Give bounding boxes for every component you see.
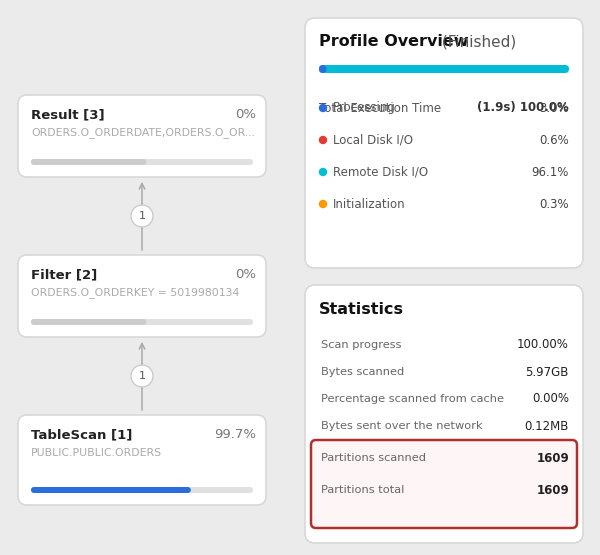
Text: (1.9s) 100.0%: (1.9s) 100.0%	[477, 102, 569, 114]
Text: 0%: 0%	[235, 269, 256, 281]
Text: 1: 1	[139, 371, 146, 381]
Text: Scan progress: Scan progress	[321, 340, 401, 350]
FancyBboxPatch shape	[31, 159, 146, 165]
Text: Bytes sent over the network: Bytes sent over the network	[321, 421, 482, 431]
Text: Profile Overview: Profile Overview	[319, 34, 469, 49]
FancyBboxPatch shape	[305, 18, 583, 268]
Text: Filter [2]: Filter [2]	[31, 269, 97, 281]
Text: 1: 1	[139, 211, 146, 221]
Text: 0.00%: 0.00%	[532, 392, 569, 406]
FancyBboxPatch shape	[319, 65, 326, 73]
Circle shape	[131, 205, 153, 227]
Text: 0.12MB: 0.12MB	[524, 420, 569, 432]
Text: 100.00%: 100.00%	[517, 339, 569, 351]
FancyBboxPatch shape	[31, 159, 253, 165]
FancyBboxPatch shape	[305, 285, 583, 543]
Text: ORDERS.O_ORDERKEY = 5019980134: ORDERS.O_ORDERKEY = 5019980134	[31, 287, 239, 299]
FancyBboxPatch shape	[319, 65, 569, 73]
FancyBboxPatch shape	[18, 255, 266, 337]
Text: 5.97GB: 5.97GB	[526, 366, 569, 379]
Text: (Finished): (Finished)	[437, 34, 516, 49]
Circle shape	[320, 137, 326, 144]
Text: Total Execution Time: Total Execution Time	[319, 102, 441, 114]
Circle shape	[131, 365, 153, 387]
Text: 0.3%: 0.3%	[539, 198, 569, 210]
Circle shape	[320, 200, 326, 208]
Text: Partitions total: Partitions total	[321, 485, 404, 495]
FancyBboxPatch shape	[18, 415, 266, 505]
Text: Local Disk I/O: Local Disk I/O	[333, 134, 413, 147]
Circle shape	[320, 169, 326, 175]
Text: TableScan [1]: TableScan [1]	[31, 428, 133, 441]
FancyBboxPatch shape	[31, 319, 146, 325]
Text: Processing: Processing	[333, 102, 396, 114]
Text: Percentage scanned from cache: Percentage scanned from cache	[321, 394, 504, 404]
Text: 3.0%: 3.0%	[539, 102, 569, 114]
Text: 96.1%: 96.1%	[532, 165, 569, 179]
FancyBboxPatch shape	[311, 440, 577, 528]
Text: Partitions scanned: Partitions scanned	[321, 453, 426, 463]
Text: Remote Disk I/O: Remote Disk I/O	[333, 165, 428, 179]
FancyBboxPatch shape	[31, 319, 253, 325]
Text: Result [3]: Result [3]	[31, 108, 104, 122]
Text: Initialization: Initialization	[333, 198, 406, 210]
FancyBboxPatch shape	[18, 95, 266, 177]
Text: Bytes scanned: Bytes scanned	[321, 367, 404, 377]
Text: Statistics: Statistics	[319, 302, 404, 317]
FancyBboxPatch shape	[31, 487, 191, 493]
Text: 0%: 0%	[235, 108, 256, 122]
Text: ORDERS.O_ORDERDATE,ORDERS.O_OR...: ORDERS.O_ORDERDATE,ORDERS.O_OR...	[31, 128, 255, 138]
Text: PUBLIC.PUBLIC.ORDERS: PUBLIC.PUBLIC.ORDERS	[31, 448, 162, 458]
Text: 99.7%: 99.7%	[214, 428, 256, 441]
Circle shape	[320, 104, 326, 112]
Text: 0.6%: 0.6%	[539, 134, 569, 147]
FancyBboxPatch shape	[31, 487, 253, 493]
Text: 1609: 1609	[536, 483, 569, 497]
Text: 1609: 1609	[536, 452, 569, 465]
